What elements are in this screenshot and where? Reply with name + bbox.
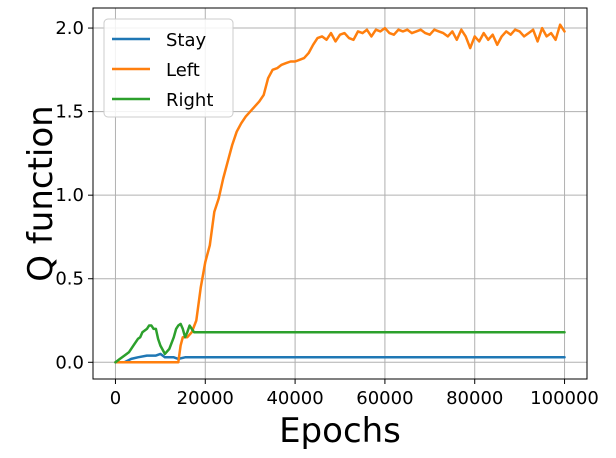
x-tick-label: 0 xyxy=(110,388,121,409)
legend-label-left: Left xyxy=(166,60,200,81)
series-line-right xyxy=(114,322,566,364)
x-tick-label: 40000 xyxy=(266,388,323,409)
x-axis-label: Epochs xyxy=(279,411,401,451)
legend: Stay Left Right xyxy=(103,18,234,118)
y-axis-label: Q function xyxy=(21,105,61,281)
y-tick-label: 2.0 xyxy=(55,18,84,39)
x-tick-label: 20000 xyxy=(177,388,234,409)
x-tick-label: 100000 xyxy=(530,388,599,409)
x-tick-label: 60000 xyxy=(356,388,413,409)
axis-ticks: 0 20000 40000 60000 80000 100000 0.0 0.5 1.0 1.5 2… xyxy=(55,18,599,409)
grid xyxy=(93,8,587,379)
y-tick-label: 1.0 xyxy=(55,185,84,206)
plot-frame xyxy=(92,7,588,380)
legend-label-stay: Stay xyxy=(166,30,207,51)
y-tick-label: 1.5 xyxy=(55,102,84,123)
legend-label-right: Right xyxy=(166,90,213,111)
legend-box xyxy=(103,18,234,118)
y-tick-label: 0.0 xyxy=(55,352,84,373)
x-tick-label: 80000 xyxy=(446,388,503,409)
series-line-left xyxy=(114,23,566,364)
series-lines xyxy=(114,23,566,364)
y-tick-label: 0.5 xyxy=(55,269,84,290)
